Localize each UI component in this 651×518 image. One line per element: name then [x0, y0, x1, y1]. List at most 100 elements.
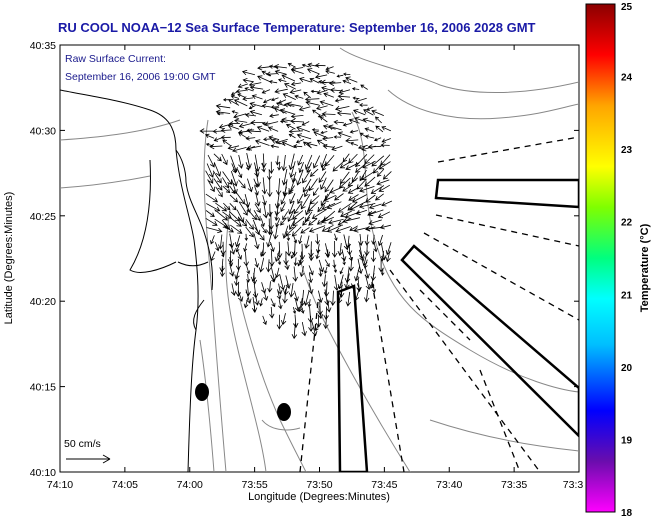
current-vector — [380, 250, 386, 262]
current-vector — [215, 186, 223, 198]
current-vector — [205, 210, 215, 217]
current-vector — [328, 80, 342, 86]
current-vector — [367, 144, 382, 150]
current-vector — [281, 74, 296, 82]
current-vector — [262, 202, 269, 219]
current-vector — [261, 89, 271, 94]
current-vector — [205, 217, 218, 226]
current-vector — [378, 184, 391, 192]
current-vector — [328, 124, 342, 131]
current-vector — [254, 258, 259, 268]
current-vector — [207, 179, 215, 193]
current-vector — [248, 105, 256, 110]
current-vector — [368, 203, 382, 210]
current-vector — [336, 110, 352, 117]
scale-label: 50 cm/s — [64, 438, 101, 450]
current-vector — [364, 176, 376, 187]
current-vector — [334, 105, 350, 112]
current-vector — [276, 289, 282, 300]
current-vector — [345, 235, 352, 249]
colorbar-tick-label: 24 — [621, 73, 633, 84]
colorbar-tick-label: 18 — [621, 508, 633, 518]
current-vector — [276, 314, 283, 330]
current-vector — [280, 217, 287, 226]
current-vector — [307, 299, 312, 308]
current-vector — [214, 209, 229, 221]
current-vector — [352, 109, 366, 116]
current-vector — [306, 68, 320, 75]
lane-southeast — [400, 244, 579, 438]
colorbar-tick-label: 19 — [621, 435, 633, 446]
current-vector — [312, 109, 320, 116]
lane-south — [336, 284, 369, 472]
current-vector — [277, 78, 287, 83]
current-vector — [289, 193, 296, 205]
current-vector — [302, 169, 311, 184]
dashed-lines — [299, 136, 579, 472]
colorbar-tick-label: 23 — [621, 145, 633, 156]
current-vector — [353, 227, 368, 233]
current-vector — [348, 153, 358, 164]
current-vector — [266, 235, 272, 248]
current-vector — [222, 177, 230, 189]
current-vector — [356, 178, 367, 190]
current-vector — [212, 128, 224, 134]
current-vector — [328, 218, 344, 225]
current-vector — [215, 202, 228, 212]
current-vector — [318, 171, 327, 183]
current-vector — [352, 194, 368, 203]
current-vector — [268, 80, 278, 84]
current-vector — [218, 234, 224, 250]
current-vector — [300, 305, 305, 314]
current-vector — [338, 177, 351, 189]
current-vector — [268, 225, 274, 236]
current-vector — [315, 249, 320, 260]
current-vector — [337, 131, 352, 138]
current-vector — [338, 89, 351, 95]
current-vector — [298, 161, 304, 174]
current-vector — [290, 68, 304, 74]
current-vector — [355, 154, 368, 168]
current-vector — [256, 125, 270, 132]
current-vector — [322, 143, 335, 150]
current-vector — [296, 169, 304, 186]
current-vector — [243, 251, 249, 267]
current-vector — [223, 225, 234, 233]
current-vector — [245, 162, 250, 171]
current-vector — [308, 315, 314, 332]
current-vector — [341, 249, 347, 262]
current-vector — [360, 84, 368, 90]
current-vector — [342, 79, 352, 84]
current-vector — [324, 289, 330, 306]
current-vector — [233, 99, 248, 107]
current-vector — [308, 249, 314, 262]
current-vector — [297, 298, 303, 313]
current-vector — [311, 321, 318, 337]
current-vector — [280, 202, 286, 213]
current-vector — [235, 258, 241, 271]
current-vector — [277, 257, 282, 266]
current-vector — [279, 108, 295, 115]
current-vector — [300, 194, 311, 210]
current-vector — [228, 99, 240, 106]
current-vector — [330, 290, 336, 306]
current-vector — [375, 125, 384, 133]
current-vector — [294, 298, 301, 312]
current-vector — [230, 243, 236, 255]
current-vector — [281, 154, 287, 172]
current-vector — [301, 121, 310, 126]
current-vector — [220, 135, 231, 140]
current-vector — [298, 235, 303, 245]
shipping-lanes — [336, 178, 579, 472]
current-vector — [299, 77, 312, 83]
current-vector — [242, 96, 254, 102]
current-vector — [274, 211, 279, 222]
y-tick-label: 40:35 — [30, 40, 56, 52]
current-vector — [284, 82, 296, 90]
lane-east — [434, 178, 579, 209]
current-vector — [257, 65, 270, 71]
current-vector — [371, 283, 377, 294]
current-vector — [300, 227, 310, 234]
current-vector — [229, 217, 242, 227]
annotation-line-1: Raw Surface Current: — [65, 53, 166, 65]
